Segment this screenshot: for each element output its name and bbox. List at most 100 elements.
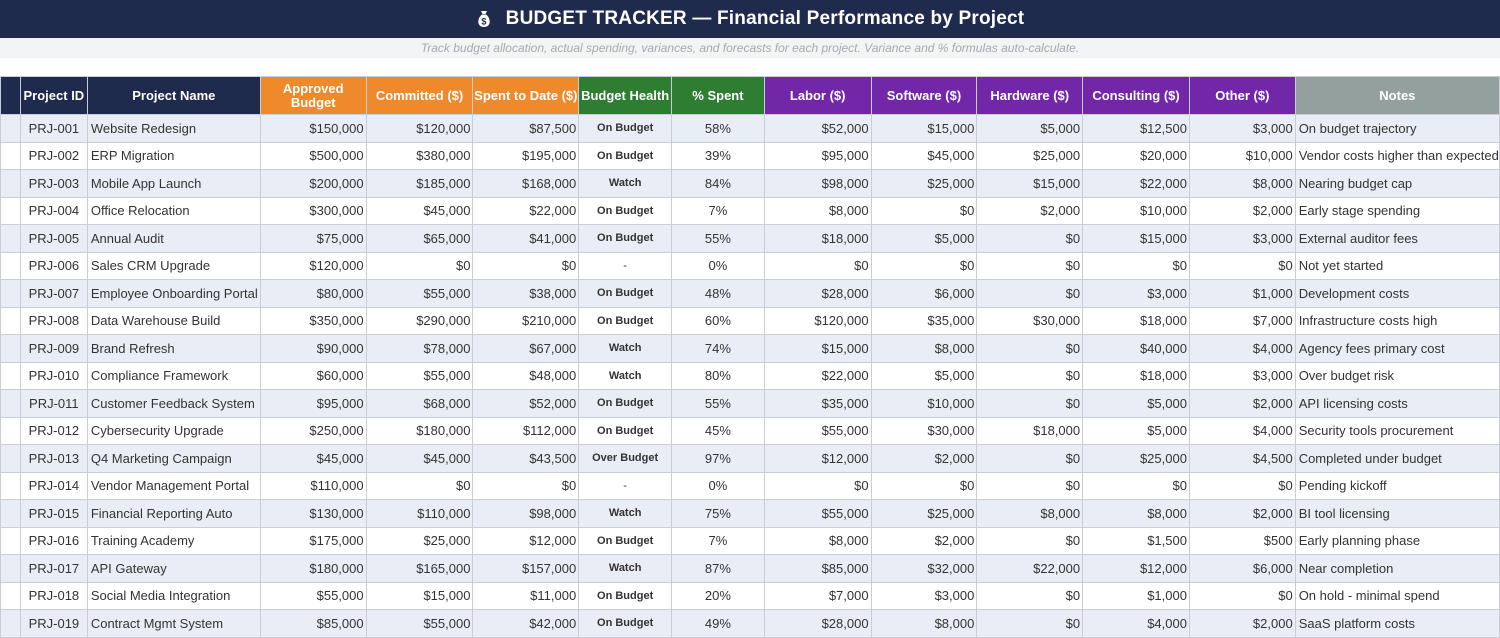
cell-committed[interactable]: $55,000 — [365, 361, 474, 390]
cell-consulting[interactable]: $5,000 — [1082, 416, 1190, 445]
cell-software[interactable]: $25,000 — [870, 499, 978, 528]
cell-notes[interactable]: Vendor costs higher than expected — [1294, 141, 1500, 170]
cell-id[interactable]: PRJ-019 — [19, 609, 88, 638]
cell-other[interactable]: $2,000 — [1188, 196, 1296, 225]
cell-consulting[interactable]: $4,000 — [1082, 609, 1190, 638]
cell-hardware[interactable]: $0 — [976, 581, 1084, 610]
cell-name[interactable]: Vendor Management Portal — [86, 471, 261, 500]
cell-notes[interactable]: BI tool licensing — [1294, 499, 1500, 528]
row-gutter[interactable] — [0, 224, 21, 253]
cell-notes[interactable]: Security tools procurement — [1294, 416, 1500, 445]
cell-consulting[interactable]: $0 — [1082, 471, 1190, 500]
cell-committed[interactable]: $25,000 — [365, 526, 474, 555]
cell-name[interactable]: Financial Reporting Auto — [86, 499, 261, 528]
cell-hardware[interactable]: $8,000 — [976, 499, 1084, 528]
cell-health[interactable]: On Budget — [578, 141, 673, 170]
col-header-committed[interactable]: Committed ($) — [365, 76, 474, 115]
cell-software[interactable]: $32,000 — [870, 554, 978, 583]
cell-committed[interactable]: $185,000 — [365, 169, 474, 198]
cell-pct[interactable]: 55% — [671, 224, 765, 253]
cell-committed[interactable]: $290,000 — [365, 306, 474, 335]
cell-committed[interactable]: $110,000 — [365, 499, 474, 528]
cell-approved[interactable]: $120,000 — [259, 251, 367, 280]
cell-hardware[interactable]: $18,000 — [976, 416, 1084, 445]
cell-other[interactable]: $500 — [1188, 526, 1296, 555]
cell-name[interactable]: Employee Onboarding Portal — [86, 279, 261, 308]
cell-labor[interactable]: $35,000 — [763, 389, 872, 418]
cell-committed[interactable]: $68,000 — [365, 389, 474, 418]
cell-notes[interactable]: Pending kickoff — [1294, 471, 1500, 500]
cell-software[interactable]: $2,000 — [870, 526, 978, 555]
cell-labor[interactable]: $85,000 — [763, 554, 872, 583]
cell-committed[interactable]: $55,000 — [365, 279, 474, 308]
cell-labor[interactable]: $18,000 — [763, 224, 872, 253]
cell-notes[interactable]: External auditor fees — [1294, 224, 1500, 253]
cell-approved[interactable]: $250,000 — [259, 416, 367, 445]
cell-name[interactable]: Brand Refresh — [86, 334, 261, 363]
cell-labor[interactable]: $28,000 — [763, 609, 872, 638]
cell-consulting[interactable]: $1,000 — [1082, 581, 1190, 610]
cell-notes[interactable]: Completed under budget — [1294, 444, 1500, 473]
cell-notes[interactable]: Not yet started — [1294, 251, 1500, 280]
row-gutter[interactable] — [0, 361, 21, 390]
cell-notes[interactable]: Early planning phase — [1294, 526, 1500, 555]
cell-hardware[interactable]: $0 — [976, 444, 1084, 473]
cell-consulting[interactable]: $0 — [1082, 251, 1190, 280]
cell-committed[interactable]: $380,000 — [365, 141, 474, 170]
row-gutter[interactable] — [0, 169, 21, 198]
cell-labor[interactable]: $15,000 — [763, 334, 872, 363]
cell-labor[interactable]: $98,000 — [763, 169, 872, 198]
cell-other[interactable]: $3,000 — [1188, 361, 1296, 390]
cell-committed[interactable]: $45,000 — [365, 196, 474, 225]
cell-health[interactable]: Watch — [578, 361, 673, 390]
row-gutter[interactable] — [0, 416, 21, 445]
cell-id[interactable]: PRJ-002 — [19, 141, 88, 170]
cell-approved[interactable]: $130,000 — [259, 499, 367, 528]
cell-pct[interactable]: 60% — [671, 306, 765, 335]
col-header-notes[interactable]: Notes — [1294, 76, 1500, 115]
col-header-approved-budget[interactable]: Approved Budget — [259, 76, 367, 115]
cell-other[interactable]: $4,000 — [1188, 334, 1296, 363]
cell-committed[interactable]: $65,000 — [365, 224, 474, 253]
cell-other[interactable]: $4,000 — [1188, 416, 1296, 445]
row-gutter[interactable] — [0, 141, 21, 170]
cell-name[interactable]: Cybersecurity Upgrade — [86, 416, 261, 445]
cell-spent[interactable]: $38,000 — [472, 279, 580, 308]
cell-other[interactable]: $0 — [1188, 581, 1296, 610]
cell-pct[interactable]: 7% — [671, 196, 765, 225]
cell-committed[interactable]: $180,000 — [365, 416, 474, 445]
cell-consulting[interactable]: $8,000 — [1082, 499, 1190, 528]
cell-spent[interactable]: $168,000 — [472, 169, 580, 198]
cell-labor[interactable]: $8,000 — [763, 526, 872, 555]
cell-consulting[interactable]: $18,000 — [1082, 361, 1190, 390]
cell-committed[interactable]: $165,000 — [365, 554, 474, 583]
cell-health[interactable]: Watch — [578, 499, 673, 528]
cell-approved[interactable]: $95,000 — [259, 389, 367, 418]
cell-spent[interactable]: $98,000 — [472, 499, 580, 528]
cell-software[interactable]: $0 — [870, 196, 978, 225]
cell-software[interactable]: $10,000 — [870, 389, 978, 418]
cell-hardware[interactable]: $0 — [976, 471, 1084, 500]
cell-pct[interactable]: 55% — [671, 389, 765, 418]
cell-name[interactable]: Social Media Integration — [86, 581, 261, 610]
cell-id[interactable]: PRJ-016 — [19, 526, 88, 555]
cell-consulting[interactable]: $25,000 — [1082, 444, 1190, 473]
cell-name[interactable]: Sales CRM Upgrade — [86, 251, 261, 280]
cell-pct[interactable]: 39% — [671, 141, 765, 170]
col-header-project-id[interactable]: Project ID — [19, 76, 88, 115]
cell-other[interactable]: $6,000 — [1188, 554, 1296, 583]
cell-hardware[interactable]: $0 — [976, 389, 1084, 418]
cell-health[interactable]: - — [578, 471, 673, 500]
cell-labor[interactable]: $95,000 — [763, 141, 872, 170]
cell-pct[interactable]: 80% — [671, 361, 765, 390]
cell-id[interactable]: PRJ-011 — [19, 389, 88, 418]
cell-hardware[interactable]: $0 — [976, 526, 1084, 555]
cell-other[interactable]: $7,000 — [1188, 306, 1296, 335]
col-header-budget-health[interactable]: Budget Health — [578, 76, 673, 115]
cell-software[interactable]: $8,000 — [870, 609, 978, 638]
cell-hardware[interactable]: $5,000 — [976, 114, 1084, 143]
cell-notes[interactable]: On budget trajectory — [1294, 114, 1500, 143]
cell-pct[interactable]: 97% — [671, 444, 765, 473]
cell-spent[interactable]: $195,000 — [472, 141, 580, 170]
cell-approved[interactable]: $300,000 — [259, 196, 367, 225]
